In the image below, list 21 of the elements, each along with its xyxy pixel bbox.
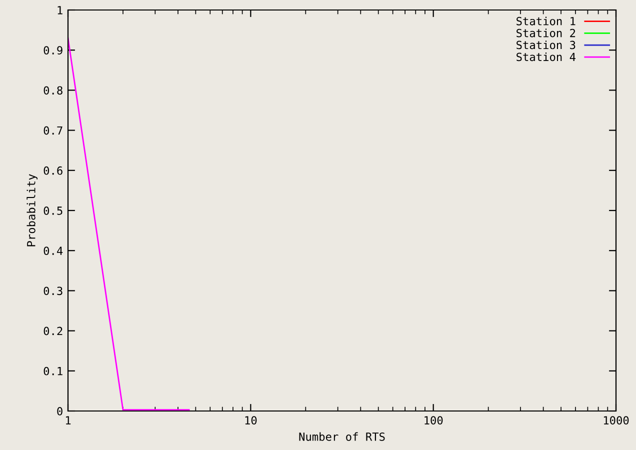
y-axis-title: Probability [26,174,38,246]
x-tick-label: 100 [424,416,443,425]
y-tick-label: 0.5 [44,206,62,215]
x-tick-label: 1000 [604,416,629,425]
y-tick-label: 0.1 [44,366,62,376]
y-tick-label: 0.9 [44,46,62,55]
y-tick-label: 0.4 [44,246,63,256]
y-tick-label: 0.2 [44,326,62,336]
legend-label: Station 4 [516,52,576,62]
x-axis-title: Number of RTS [299,432,385,441]
y-tick-label: 0.3 [44,286,62,296]
legend-label: Station 3 [516,40,576,50]
x-tick-label: 1 [66,416,71,424]
y-tick-label: 1 [58,6,62,14]
y-tick-label: 0.8 [44,86,62,95]
y-tick-label: 0 [57,407,62,416]
y-tick-label: 0.7 [44,126,62,135]
legend-label: Station 1 [516,16,576,26]
y-tick-label: 0.6 [44,166,62,175]
x-tick-label: 10 [245,416,257,425]
legend-label: Station 2 [516,28,576,38]
